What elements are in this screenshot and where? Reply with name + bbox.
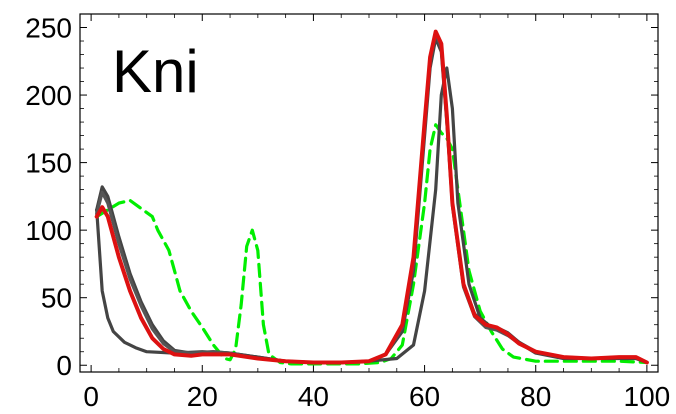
axis-ticks: 0 20 40 60 80 100 0 50 100 150 200 250 xyxy=(25,13,670,412)
x-tick-label: 40 xyxy=(298,381,329,412)
series-line-2 xyxy=(95,66,649,365)
series-line-5 xyxy=(94,29,649,365)
y-tick-label: 250 xyxy=(25,13,72,44)
y-tick-label: 0 xyxy=(56,350,72,381)
panel-label: Kni xyxy=(112,38,199,105)
series-lines xyxy=(94,29,649,366)
y-tick-label: 200 xyxy=(25,80,72,111)
x-tick-label: 60 xyxy=(409,381,440,412)
y-tick-label: 50 xyxy=(41,283,72,314)
series-line-1 xyxy=(95,123,649,366)
x-tick-label: 0 xyxy=(83,381,99,412)
x-tick-label: 80 xyxy=(520,381,551,412)
x-tick-label: 20 xyxy=(187,381,218,412)
x-tick-label: 100 xyxy=(624,381,671,412)
y-tick-label: 150 xyxy=(25,148,72,179)
y-tick-label: 100 xyxy=(25,215,72,246)
